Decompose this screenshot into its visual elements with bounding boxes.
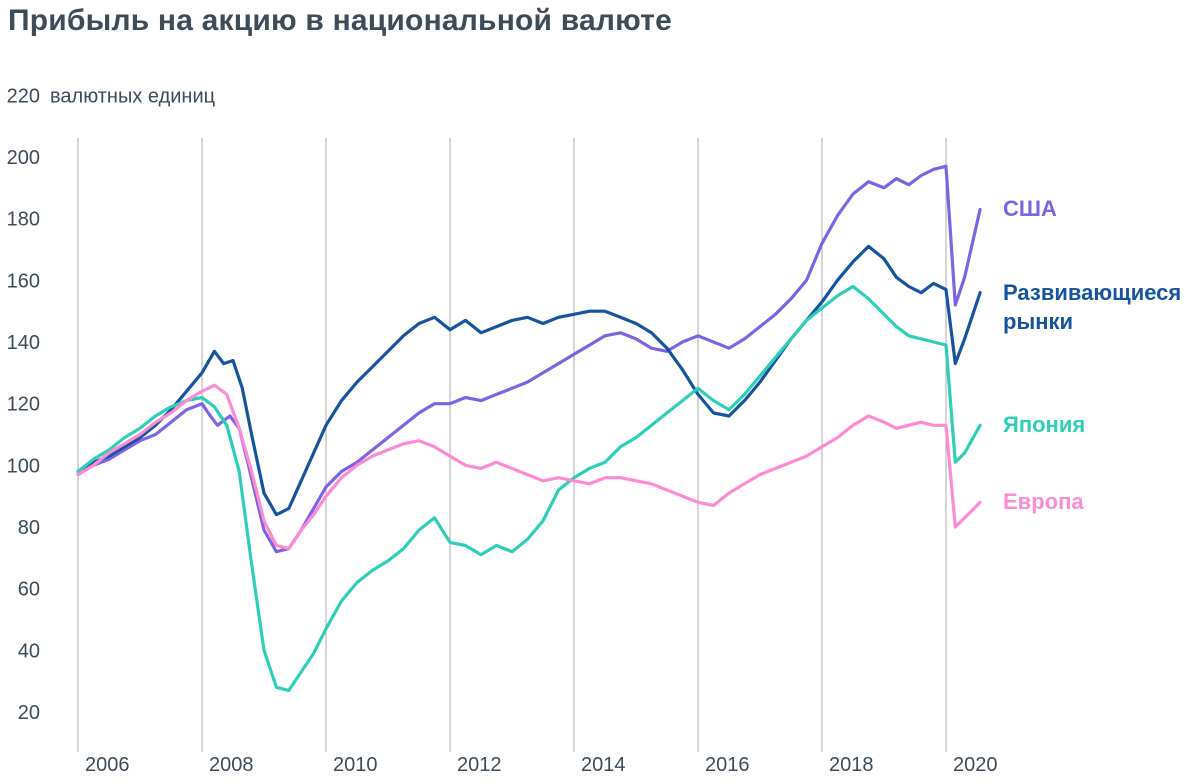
- series-line-0: [76, 164, 982, 554]
- x-tick-label-2018: 2018: [829, 754, 874, 776]
- series-line-1: [76, 244, 982, 517]
- y-tick-label-220: 220: [7, 85, 40, 107]
- y-tick-label-200: 200: [7, 147, 40, 169]
- y-axis-unit-label: валютных единиц: [50, 85, 215, 107]
- chart-title: Прибыль на акцию в национальной валюте: [8, 4, 672, 37]
- x-tick-label-2010: 2010: [333, 754, 378, 776]
- x-tick-label-2006: 2006: [85, 754, 130, 776]
- series-line-2: [76, 284, 982, 693]
- x-tick-label-2012: 2012: [457, 754, 502, 776]
- y-tick-label-180: 180: [7, 209, 40, 231]
- y-tick-label-40: 40: [18, 640, 40, 662]
- y-tick-label-100: 100: [7, 455, 40, 477]
- y-tick-label-20: 20: [18, 702, 40, 724]
- x-tick-label-2014: 2014: [581, 754, 626, 776]
- series-line-3: [76, 383, 982, 551]
- x-tick-label-2008: 2008: [209, 754, 254, 776]
- y-tick-label-160: 160: [7, 270, 40, 292]
- x-tick-label-2020: 2020: [953, 754, 998, 776]
- y-tick-label-140: 140: [7, 332, 40, 354]
- y-tick-label-80: 80: [18, 517, 40, 539]
- y-tick-label-60: 60: [18, 579, 40, 601]
- x-tick-label-2016: 2016: [705, 754, 750, 776]
- y-tick-label-120: 120: [7, 394, 40, 416]
